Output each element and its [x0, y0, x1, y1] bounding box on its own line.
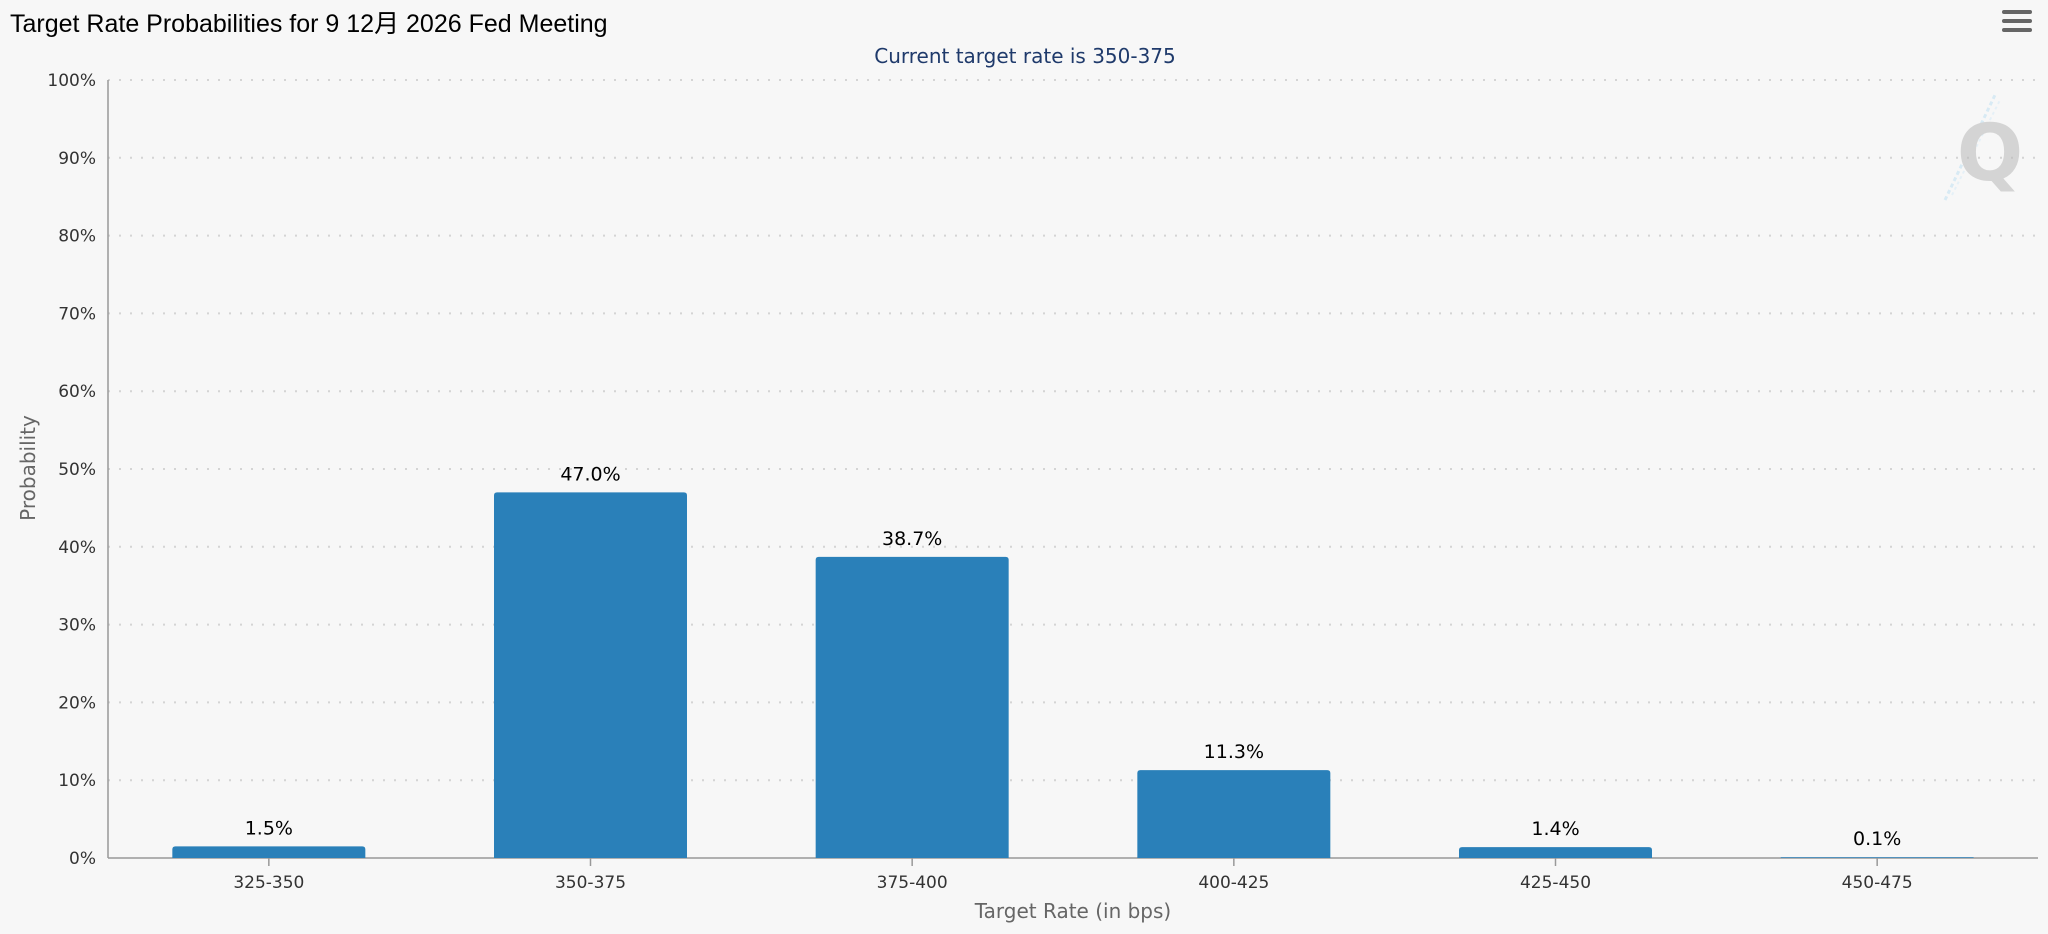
y-tick-label: 40%	[58, 538, 96, 558]
y-tick-label: 50%	[58, 460, 96, 480]
y-tick-label: 70%	[58, 304, 96, 324]
data-label-325-350: 1.5%	[245, 817, 293, 839]
bar-425-450[interactable]	[1459, 847, 1652, 858]
y-tick-label: 10%	[58, 771, 96, 791]
y-tick-label: 80%	[58, 227, 96, 247]
page-title: Target Rate Probabilities for 9 12月 2026…	[10, 10, 608, 38]
x-axis-title: Target Rate (in bps)	[974, 899, 1171, 923]
bar-325-350[interactable]	[172, 846, 366, 858]
x-tick-label: 350-375	[555, 873, 626, 893]
data-label-450-475: 0.1%	[1853, 828, 1901, 850]
data-label-425-450: 1.4%	[1531, 818, 1579, 840]
grid-lines	[108, 79, 2038, 782]
q-logo-watermark: Q	[1943, 94, 2023, 201]
bar-350-375[interactable]	[494, 492, 687, 858]
data-label-375-400: 38.7%	[882, 528, 942, 550]
svg-text:Q: Q	[1957, 109, 2023, 199]
x-tick-label: 325-350	[233, 873, 304, 893]
y-tick-label: 30%	[58, 616, 96, 636]
x-tick-label: 425-450	[1520, 873, 1591, 893]
bar-375-400[interactable]	[815, 556, 1009, 858]
chart-subtitle: Current target rate is 350-375	[874, 44, 1176, 68]
axes	[107, 80, 2038, 866]
y-tick-label: 60%	[58, 382, 96, 402]
bar-450-475[interactable]	[1780, 857, 1974, 858]
x-tick-label: 400-425	[1198, 873, 1269, 893]
data-label-400-425: 11.3%	[1204, 741, 1264, 763]
bars	[172, 492, 1974, 858]
y-tick-label: 0%	[69, 849, 96, 869]
y-tick-label: 90%	[58, 149, 96, 169]
y-tick-label: 100%	[47, 71, 96, 91]
y-tick-label: 20%	[58, 693, 96, 713]
data-label-350-375: 47.0%	[560, 463, 620, 485]
hamburger-menu-icon[interactable]	[2000, 10, 2034, 38]
x-tick-label: 375-400	[877, 873, 948, 893]
y-axis-title: Probability	[16, 415, 40, 521]
bar-400-425[interactable]	[1137, 770, 1331, 858]
x-tick-label: 450-475	[1842, 873, 1913, 893]
labels: 0% 10% 20% 30% 40% 50% 60% 70% 80% 90% 100% 1.5% 325…	[47, 71, 1912, 893]
